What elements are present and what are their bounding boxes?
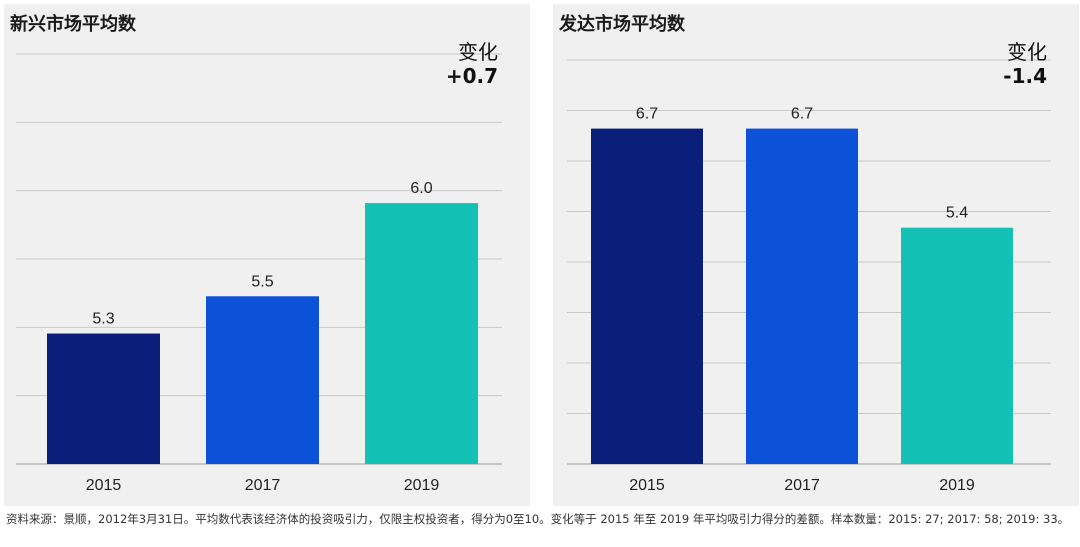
developed-category-label-2019: 2019 <box>939 477 975 494</box>
emerging-category-label-2019: 2019 <box>404 477 440 494</box>
developed-value-label-2017: 6.7 <box>791 106 813 123</box>
developed-bar-2019 <box>901 227 1013 464</box>
emerging-change-value: +0.7 <box>445 64 498 88</box>
developed-bar-2015 <box>591 128 703 465</box>
emerging-markets-chart: 5.3 2015 5.5 2017 6.0 2019 <box>16 53 502 494</box>
emerging-category-label-2017: 2017 <box>245 477 281 494</box>
developed-change-label: 变化 <box>1007 40 1047 64</box>
developed-markets-title: 发达市场平均数 <box>559 14 685 35</box>
emerging-value-label-2019: 6.0 <box>410 180 432 197</box>
emerging-bar-2017 <box>206 296 319 464</box>
developed-value-label-2019: 5.4 <box>946 205 968 222</box>
developed-value-label-2015: 6.7 <box>636 106 658 123</box>
developed-bar-2017 <box>746 128 858 465</box>
emerging-value-label-2017: 5.5 <box>251 273 273 290</box>
emerging-markets-title: 新兴市场平均数 <box>10 14 136 35</box>
emerging-value-label-2015: 5.3 <box>92 311 114 328</box>
emerging-bar-2019 <box>365 203 478 464</box>
developed-change-value: -1.4 <box>1003 64 1047 88</box>
developed-markets-panel: 发达市场平均数 6.7 2015 6.7 2017 5.4 2019 变化 -1.4 <box>553 4 1079 506</box>
developed-category-label-2015: 2015 <box>629 477 665 494</box>
emerging-change-label: 变化 <box>458 40 498 64</box>
emerging-category-label-2015: 2015 <box>86 477 122 494</box>
developed-markets-chart: 6.7 2015 6.7 2017 5.4 2019 <box>567 59 1051 494</box>
developed-category-label-2017: 2017 <box>784 477 820 494</box>
emerging-markets-panel: 新兴市场平均数 5.3 2015 5.5 2017 6.0 2019 变化 +0.7 <box>4 4 530 506</box>
source-footnote: 资料来源：景顺，2012年3月31日。平均数代表该经济体的投资吸引力，仅限主权投… <box>6 512 1070 526</box>
emerging-bar-2015 <box>47 333 160 464</box>
